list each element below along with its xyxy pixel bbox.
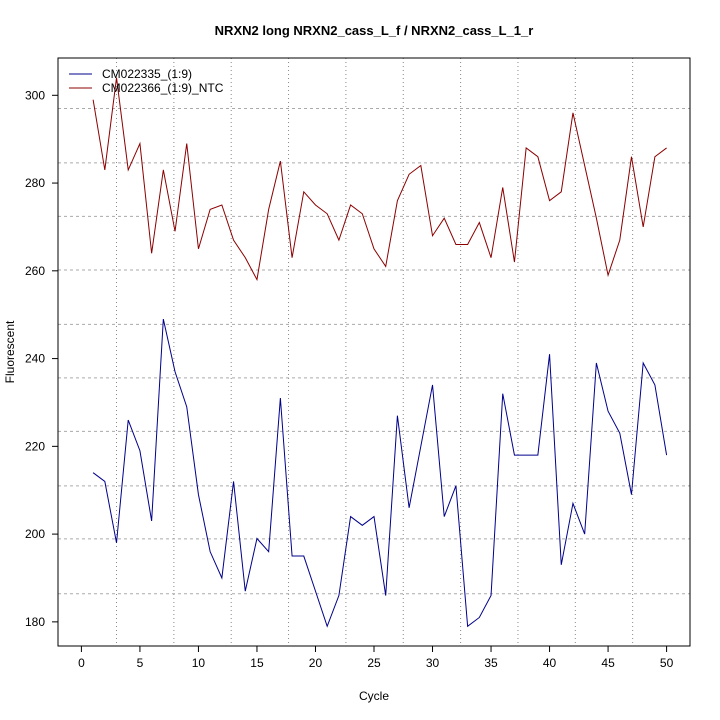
chart-title: NRXN2 long NRXN2_cass_L_f / NRXN2_cass_L… (215, 23, 534, 38)
y-tick-label: 180 (25, 615, 45, 629)
x-tick-label: 5 (137, 656, 144, 670)
x-tick-label: 35 (484, 656, 498, 670)
x-axis: 0 5 10 15 20 25 30 35 40 45 50 (78, 645, 674, 670)
y-tick-label: 280 (25, 176, 45, 190)
y-tick-label: 300 (25, 88, 45, 102)
series-lines (92, 77, 668, 628)
x-tick-label: 10 (192, 656, 206, 670)
x-tick-label: 40 (543, 656, 557, 670)
plot-frame (57, 57, 691, 647)
x-tick-label: 0 (78, 656, 85, 670)
y-axis-label: Fluorescent (3, 320, 17, 383)
y-tick-label: 200 (25, 527, 45, 541)
y-tick-label: 240 (25, 352, 45, 366)
x-tick-label: 30 (426, 656, 440, 670)
y-tick-label: 260 (25, 264, 45, 278)
x-tick-label: 15 (250, 656, 264, 670)
y-tick-label: 220 (25, 439, 45, 453)
series-line-0 (92, 318, 668, 628)
series-line-1 (92, 77, 667, 282)
legend-label-1: CM022366_(1:9)_NTC (102, 81, 224, 95)
y-axis: 180 200 220 240 260 280 300 (25, 88, 59, 629)
grid (58, 58, 690, 646)
x-tick-label: 20 (309, 656, 323, 670)
x-axis-label: Cycle (359, 689, 389, 703)
legend: CM022335_(1:9) CM022366_(1:9)_NTC (69, 67, 224, 95)
x-tick-label: 50 (660, 656, 674, 670)
x-tick-label: 25 (367, 656, 381, 670)
legend-label-0: CM022335_(1:9) (102, 67, 192, 81)
x-tick-label: 45 (601, 656, 615, 670)
